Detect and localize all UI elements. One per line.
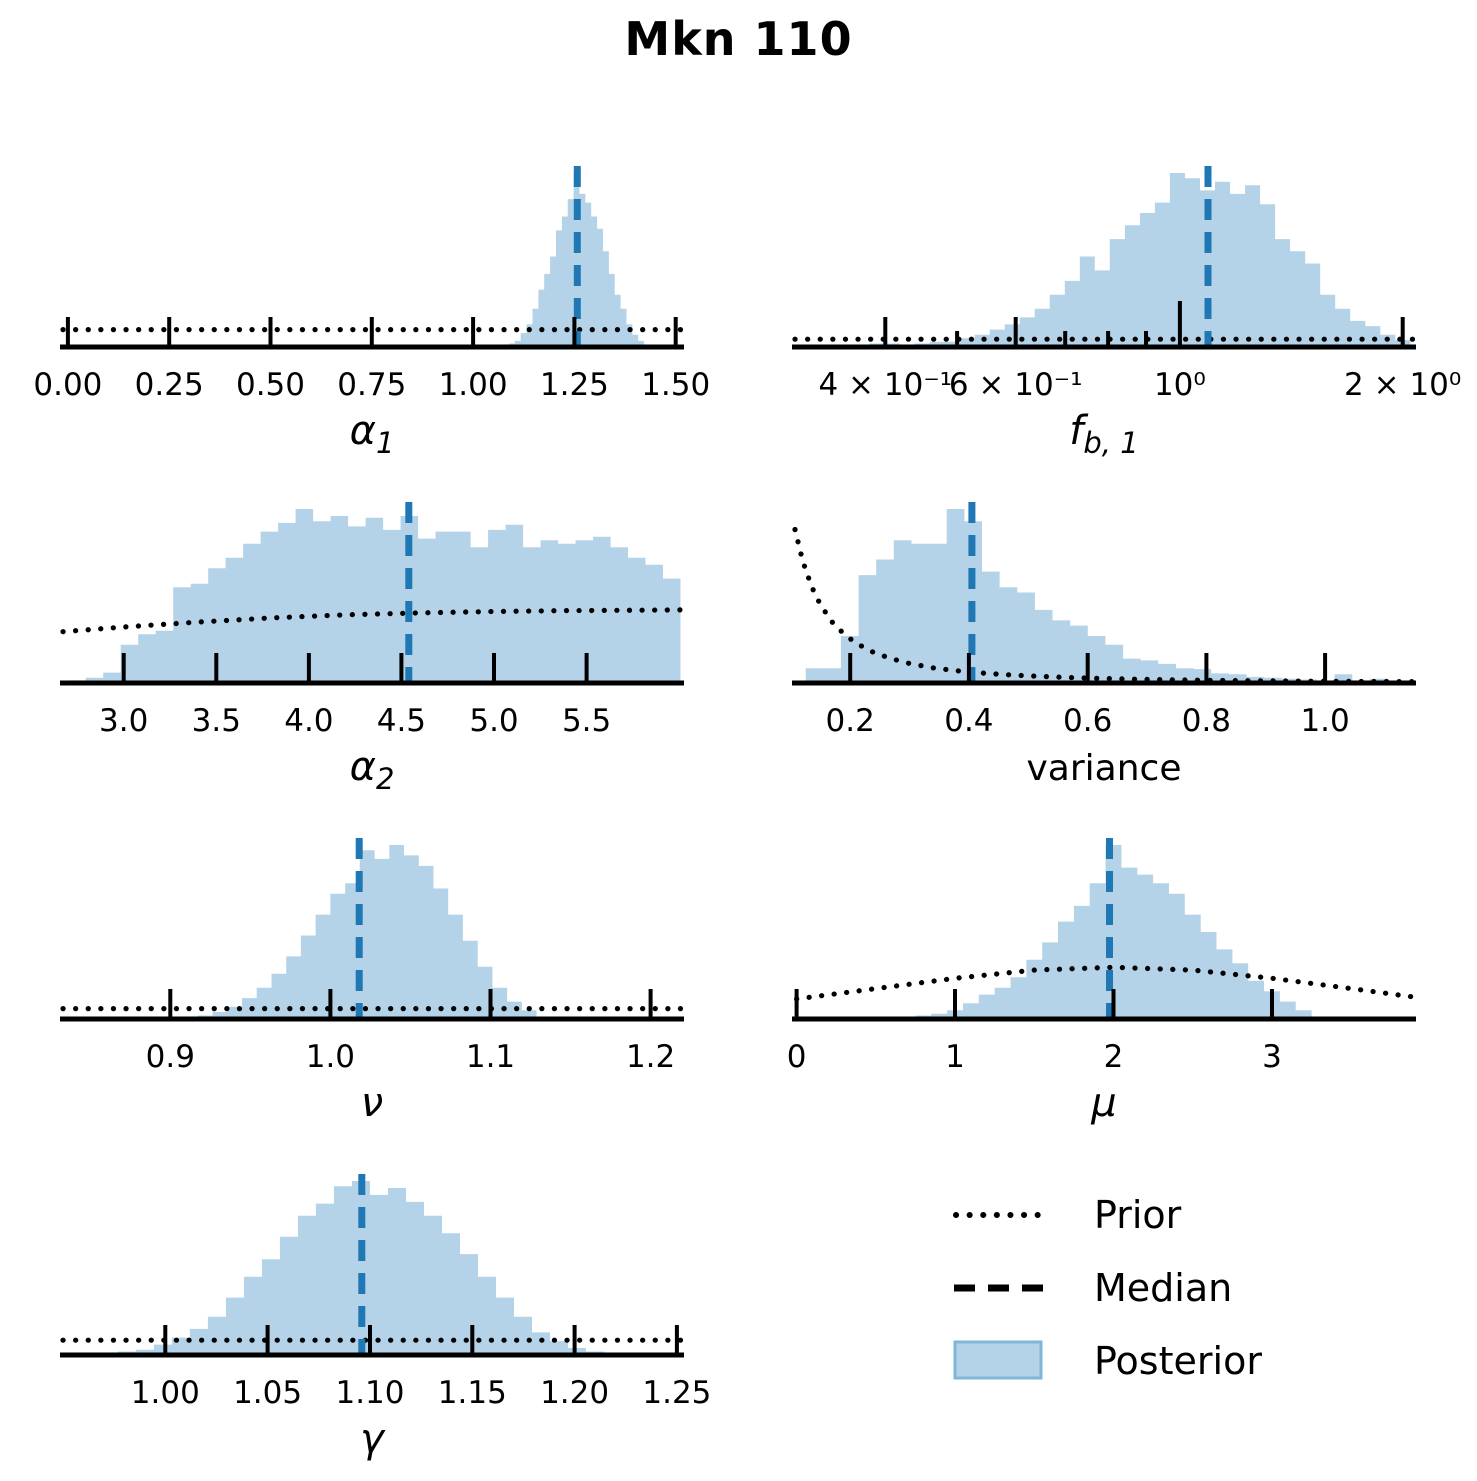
subplot-variance: 0.2 0.4 0.6 0.8 1.0 variance bbox=[765, 497, 1425, 809]
subplot-mu: 0 1 2 3 μ bbox=[765, 833, 1425, 1145]
x-tick-label: 3 bbox=[1262, 1039, 1282, 1075]
legend-item-posterior: Posterior bbox=[952, 1324, 1262, 1397]
x-tick-label: 1.05 bbox=[233, 1375, 302, 1411]
x-tick-label: 1.15 bbox=[438, 1375, 507, 1411]
legend-label-posterior: Posterior bbox=[1094, 1338, 1262, 1383]
x-tick-label: 1.2 bbox=[626, 1039, 675, 1075]
x-tick-label: 2 bbox=[1104, 1039, 1124, 1075]
subplot-alpha2-canvas: 3.0 3.5 4.0 4.5 5.0 5.5 α2 bbox=[60, 502, 684, 796]
figure-title: Mkn 110 bbox=[624, 12, 853, 66]
legend-label-median: Median bbox=[1094, 1265, 1233, 1310]
posterior-histogram bbox=[491, 173, 645, 347]
x-axis-label: fb, 1 bbox=[1069, 408, 1138, 460]
dashed-line-icon bbox=[954, 1284, 1046, 1291]
subplot-gamma: 1.00 1.05 1.10 1.15 1.20 1.25 γ bbox=[33, 1169, 711, 1481]
subplot-alpha1: 0.00 0.25 0.50 0.75 1.00 1.25 1.50 α1 bbox=[33, 161, 710, 473]
x-tick-label: 1.0 bbox=[1300, 703, 1349, 739]
median-line-sample bbox=[952, 1282, 1064, 1294]
x-axis-label: γ bbox=[360, 1416, 386, 1462]
x-tick-label: 1.50 bbox=[641, 367, 710, 403]
x-tick-label: 0.6 bbox=[1063, 703, 1112, 739]
x-tick-label: 1.1 bbox=[466, 1039, 515, 1075]
posterior-histogram bbox=[883, 845, 1312, 1019]
subplot-fb1-canvas: 4 × 10⁻¹6 × 10⁻¹ 10⁰ 2 × 10⁰ fb, 1 bbox=[792, 166, 1461, 460]
x-tick-label: 1.25 bbox=[540, 367, 609, 403]
x-axis-label: μ bbox=[1090, 1080, 1116, 1126]
x-tick-label: 4 × 10⁻¹ bbox=[818, 367, 952, 403]
legend-item-prior: Prior bbox=[952, 1178, 1262, 1251]
posterior-histogram bbox=[805, 509, 1406, 683]
x-tick-label: 0.4 bbox=[944, 703, 993, 739]
x-tick-label: 3.5 bbox=[192, 703, 241, 739]
x-tick-label: 0 bbox=[787, 1039, 807, 1075]
x-tick-label: 4.0 bbox=[284, 703, 333, 739]
posterior-patch-sample bbox=[952, 1339, 1064, 1383]
subplot-mu-canvas: 0 1 2 3 μ bbox=[787, 838, 1416, 1126]
x-tick-label: 0.75 bbox=[337, 367, 406, 403]
x-tick-label: 5.0 bbox=[469, 703, 518, 739]
prior-curve bbox=[792, 526, 1416, 685]
subplot-variance-canvas: 0.2 0.4 0.6 0.8 1.0 variance bbox=[792, 502, 1416, 789]
x-tick-label: 0.2 bbox=[826, 703, 875, 739]
subplot-nu: 0.9 1.0 1.1 1.2 ν bbox=[33, 833, 693, 1145]
x-tick-label: 0.9 bbox=[146, 1039, 195, 1075]
x-tick-label: 5.5 bbox=[562, 703, 611, 739]
x-axis-label: ν bbox=[361, 1080, 383, 1126]
x-tick-label: 4.5 bbox=[377, 703, 426, 739]
legend-label-prior: Prior bbox=[1094, 1192, 1182, 1237]
x-tick-label: 10⁰ bbox=[1154, 367, 1206, 403]
subplot-alpha1-canvas: 0.00 0.25 0.50 0.75 1.00 1.25 1.50 α1 bbox=[33, 166, 710, 460]
posterior-histogram bbox=[839, 173, 1411, 347]
posterior-histogram bbox=[99, 1181, 605, 1355]
x-axis-label: α1 bbox=[350, 408, 395, 460]
legend-item-median: Median bbox=[952, 1251, 1262, 1324]
posterior-histogram bbox=[183, 845, 537, 1019]
legend: Prior Median Posterior bbox=[952, 1178, 1262, 1397]
x-tick-label: 0.50 bbox=[236, 367, 305, 403]
x-tick-label: 1.0 bbox=[306, 1039, 355, 1075]
x-tick-label: 6 × 10⁻¹ bbox=[949, 367, 1083, 403]
x-tick-label: 0.8 bbox=[1182, 703, 1231, 739]
x-tick-label: 3.0 bbox=[99, 703, 148, 739]
filled-patch-icon bbox=[953, 1340, 1043, 1379]
x-axis-label: variance bbox=[1027, 748, 1182, 789]
x-tick-label: 0.00 bbox=[33, 367, 102, 403]
x-tick-label: 1.00 bbox=[131, 1375, 200, 1411]
prior-line-sample bbox=[952, 1209, 1064, 1221]
subplot-nu-canvas: 0.9 1.0 1.1 1.2 ν bbox=[60, 838, 684, 1126]
x-tick-label: 1.00 bbox=[439, 367, 508, 403]
x-tick-label: 1.25 bbox=[642, 1375, 711, 1411]
x-tick-label: 0.25 bbox=[135, 367, 204, 403]
dotted-line-icon bbox=[953, 1211, 1047, 1218]
prior-curve bbox=[794, 964, 1416, 1002]
x-tick-label: 1.10 bbox=[335, 1375, 404, 1411]
subplot-alpha2: 3.0 3.5 4.0 4.5 5.0 5.5 α2 bbox=[33, 497, 693, 809]
x-tick-label: 1 bbox=[945, 1039, 965, 1075]
x-tick-label: 2 × 10⁰ bbox=[1344, 367, 1461, 403]
subplot-fb1: 4 × 10⁻¹ 6 × 10⁻¹ 10⁰ 2 × 10⁰ fb, 1 bbox=[765, 161, 1461, 473]
x-tick-label: 1.20 bbox=[540, 1375, 609, 1411]
posterior-histogram bbox=[68, 509, 681, 683]
x-axis-label: α2 bbox=[350, 744, 395, 796]
subplot-gamma-canvas: 1.00 1.05 1.10 1.15 1.20 1.25 γ bbox=[60, 1174, 711, 1462]
